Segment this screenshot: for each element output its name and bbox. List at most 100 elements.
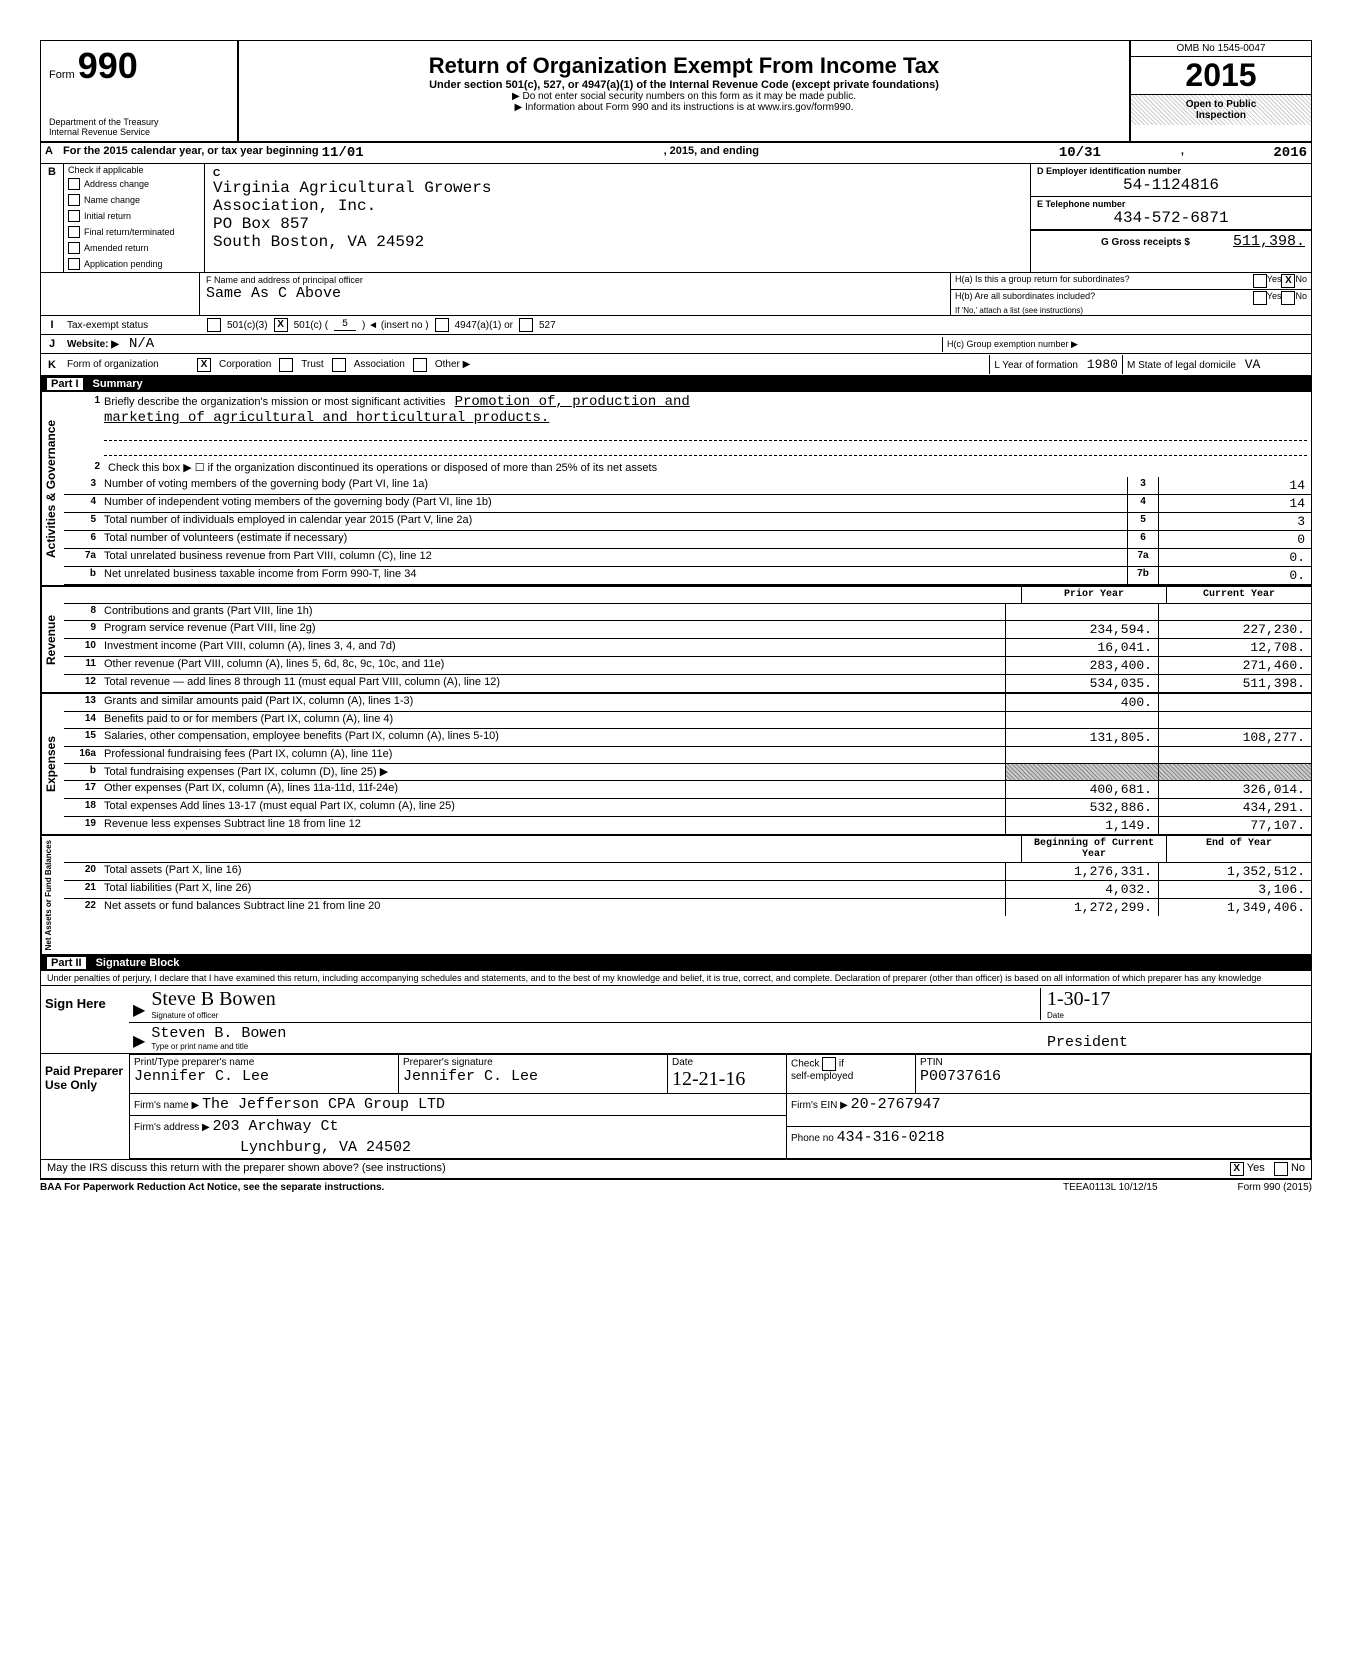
firm-addr-1: 203 Archway Ct xyxy=(213,1118,339,1135)
self-emp-chk[interactable] xyxy=(822,1057,836,1071)
phone-row: E Telephone number 434-572-6871 xyxy=(1031,197,1311,230)
prep-date: 12-21-16 xyxy=(672,1068,782,1091)
vert-net: Net Assets or Fund Balances xyxy=(41,836,64,954)
net-line: 21Total liabilities (Part X, line 26)4,0… xyxy=(64,881,1311,899)
exp-line: 15Salaries, other compensation, employee… xyxy=(64,729,1311,747)
e-label: E Telephone number xyxy=(1037,199,1305,209)
prep-sig-label: Preparer's signature xyxy=(403,1057,663,1068)
discuss-text: May the IRS discuss this return with the… xyxy=(47,1162,1230,1176)
ha-yes-chk[interactable] xyxy=(1253,274,1267,288)
gov-line: 4Number of independent voting members of… xyxy=(64,495,1311,513)
chk-trust[interactable] xyxy=(279,358,293,372)
inspection-1: Open to Public xyxy=(1135,99,1307,110)
right-info-block: D Employer identification number 54-1124… xyxy=(1031,164,1311,272)
chk-assoc[interactable] xyxy=(332,358,346,372)
line2-desc: Check this box ▶ ☐ if the organization d… xyxy=(104,460,1307,475)
prep-sig: Jennifer C. Lee xyxy=(403,1068,663,1085)
row-a-pre: For the 2015 calendar year, or tax year … xyxy=(63,145,319,161)
type-name-label: Type or print name and title xyxy=(151,1042,1047,1051)
section-b: B Check if applicable Address change Nam… xyxy=(41,164,1311,273)
title-cell: Return of Organization Exempt From Incom… xyxy=(239,41,1131,141)
col-current: Current Year xyxy=(1166,587,1311,603)
m-value: VA xyxy=(1239,357,1261,372)
omb-cell: OMB No 1545-0047 2015 Open to Public Ins… xyxy=(1131,41,1311,141)
f-block: F Name and address of principal officer … xyxy=(200,273,951,315)
end-year: 2016 xyxy=(1187,145,1307,161)
part-1-header: Part I Summary xyxy=(41,376,1311,392)
revenue-section: Revenue Prior Year Current Year 8Contrib… xyxy=(41,587,1311,694)
officer-title: President xyxy=(1047,1034,1307,1051)
sign-here-label: Sign Here xyxy=(41,986,129,1053)
501c-num: 5 xyxy=(334,319,356,331)
chk-initial-return[interactable]: Initial return xyxy=(64,208,204,224)
net-assets-section: Net Assets or Fund Balances Beginning of… xyxy=(41,836,1311,955)
mission-1: Promotion of, production and xyxy=(455,394,690,410)
letter-c: C xyxy=(213,168,1022,179)
row-f-h: F Name and address of principal officer … xyxy=(41,273,1311,316)
org-name-1: Virginia Agricultural Growers xyxy=(213,179,1022,197)
chk-address-change[interactable]: Address change xyxy=(64,176,204,192)
i-label: Tax-exempt status xyxy=(63,320,207,331)
part-2-title: Signature Block xyxy=(96,957,180,969)
part-2-header: Part II Signature Block xyxy=(41,955,1311,971)
discuss-no-chk[interactable] xyxy=(1274,1162,1288,1176)
officer-name-row: ▶ Steven B. Bowen Type or print name and… xyxy=(129,1023,1311,1053)
teea-text: TEEA0113L 10/12/15 xyxy=(1063,1182,1158,1193)
vert-revenue: Revenue xyxy=(41,587,64,692)
date-label: Date xyxy=(1047,1011,1307,1020)
form-header: Form 990 Department of the Treasury Inte… xyxy=(41,41,1311,143)
phone-value: 434-572-6871 xyxy=(1037,209,1305,227)
firm-addr-2: Lynchburg, VA 24502 xyxy=(130,1137,786,1158)
chk-final-return[interactable]: Final return/terminated xyxy=(64,224,204,240)
firm-ein: 20-2767947 xyxy=(851,1096,941,1113)
col-begin: Beginning of Current Year xyxy=(1021,836,1166,862)
form-990-container: Form 990 Department of the Treasury Inte… xyxy=(40,40,1312,1180)
main-title: Return of Organization Exempt From Incom… xyxy=(247,53,1121,79)
ptin-label: PTIN xyxy=(920,1057,1306,1068)
chk-other[interactable] xyxy=(413,358,427,372)
ein-value: 54-1124816 xyxy=(1037,176,1305,194)
part-1-title: Summary xyxy=(93,378,143,390)
g-label: G Gross receipts $ xyxy=(1101,237,1190,248)
self-emp-label: self-employed xyxy=(791,1071,853,1082)
paid-preparer-section: Paid Preparer Use Only Print/Type prepar… xyxy=(41,1054,1311,1160)
chk-app-pending[interactable]: Application pending xyxy=(64,256,204,272)
gross-receipts-row: G Gross receipts $ 511,398. xyxy=(1031,230,1311,252)
ptin-value: P00737616 xyxy=(920,1068,1306,1085)
expenses-section: Expenses 13Grants and similar amounts pa… xyxy=(41,694,1311,836)
ha-no-chk[interactable]: X xyxy=(1281,274,1295,288)
discuss-yes-chk[interactable]: X xyxy=(1230,1162,1244,1176)
hb-no-chk[interactable] xyxy=(1281,291,1295,305)
chk-501c3[interactable] xyxy=(207,318,221,332)
firm-name: The Jefferson CPA Group LTD xyxy=(202,1096,445,1113)
line-2: 2 Check this box ▶ ☐ if the organization… xyxy=(64,458,1311,477)
k-label: Form of organization xyxy=(63,359,197,370)
exp-line: 17Other expenses (Part IX, column (A), l… xyxy=(64,781,1311,799)
rev-line: 10Investment income (Part VIII, column (… xyxy=(64,639,1311,657)
inspection-2: Inspection xyxy=(1135,110,1307,121)
prep-date-label: Date xyxy=(672,1057,782,1068)
chk-501c[interactable]: X xyxy=(274,318,288,332)
prep-name: Jennifer C. Lee xyxy=(134,1068,394,1085)
form-number-cell: Form 990 Department of the Treasury Inte… xyxy=(41,41,239,141)
row-a-mid: , 2015, and ending xyxy=(364,145,1059,161)
hb-yes-chk[interactable] xyxy=(1253,291,1267,305)
exp-line: 14Benefits paid to or for members (Part … xyxy=(64,712,1311,729)
baa-text: BAA For Paperwork Reduction Act Notice, … xyxy=(40,1182,384,1193)
l-label: L Year of formation xyxy=(994,360,1078,371)
ha-label: H(a) Is this a group return for subordin… xyxy=(955,274,1253,288)
checkbox-column: Check if applicable Address change Name … xyxy=(64,164,205,272)
exp-line: 19Revenue less expenses Subtract line 18… xyxy=(64,817,1311,834)
subtitle: Under section 501(c), 527, or 4947(a)(1)… xyxy=(247,79,1121,91)
chk-4947[interactable] xyxy=(435,318,449,332)
chk-name-change[interactable]: Name change xyxy=(64,192,204,208)
col-end: End of Year xyxy=(1166,836,1311,862)
chk-amended[interactable]: Amended return xyxy=(64,240,204,256)
chk-corp[interactable]: X xyxy=(197,358,211,372)
chk-527[interactable] xyxy=(519,318,533,332)
dept-label: Department of the Treasury xyxy=(49,117,229,127)
ein-row: D Employer identification number 54-1124… xyxy=(1031,164,1311,197)
omb-number: OMB No 1545-0047 xyxy=(1131,41,1311,57)
org-name-2: Association, Inc. xyxy=(213,197,1022,215)
form-footer: Form 990 (2015) xyxy=(1238,1182,1312,1193)
